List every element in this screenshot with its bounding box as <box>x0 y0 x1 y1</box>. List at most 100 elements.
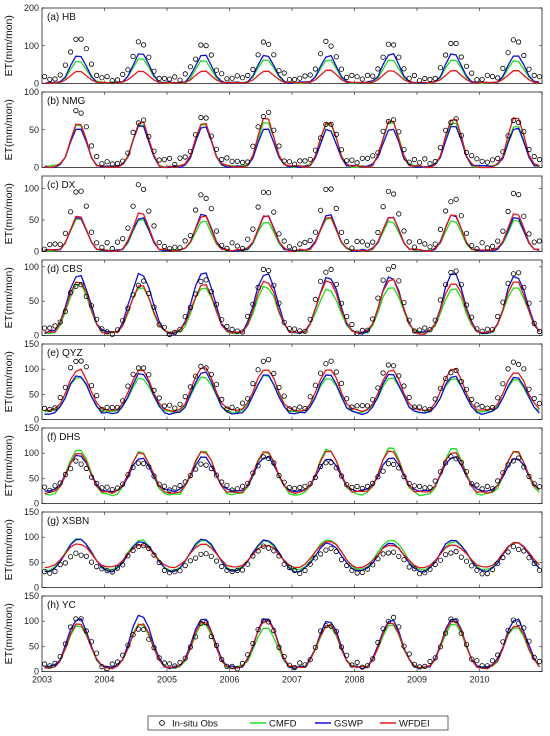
obs-point <box>265 109 272 115</box>
obs-point <box>349 662 355 668</box>
obs-point <box>114 404 121 410</box>
obs-point <box>68 554 74 560</box>
obs-point <box>125 642 131 648</box>
obs-point <box>458 213 464 219</box>
obs-point <box>469 396 475 403</box>
obs-point <box>94 480 100 487</box>
obs-point <box>146 54 152 60</box>
obs-point <box>68 364 74 371</box>
obs-point <box>495 313 501 320</box>
obs-point <box>187 64 193 70</box>
obs-point <box>375 66 381 72</box>
obs-point <box>297 570 303 577</box>
obs-point <box>73 616 79 622</box>
obs-point <box>250 553 256 559</box>
obs-point <box>515 39 522 45</box>
obs-point <box>281 238 287 244</box>
obs-point <box>442 127 449 133</box>
obs-point <box>271 52 277 58</box>
obs-point <box>442 52 449 58</box>
y-tick-label: 150 <box>24 339 39 349</box>
obs-point <box>432 478 438 484</box>
obs-point <box>396 129 402 135</box>
obs-point <box>344 562 350 569</box>
obs-point <box>229 487 235 493</box>
obs-point <box>276 68 282 74</box>
obs-point <box>120 481 126 487</box>
panel-4: 0 50 100 150 ET(mm/mon) (e) QYZ <box>3 339 543 425</box>
obs-point <box>104 665 110 672</box>
obs-point <box>422 406 428 412</box>
obs-point <box>333 54 339 60</box>
obs-point <box>380 204 386 210</box>
obs-point <box>312 644 318 651</box>
obs-point <box>536 74 543 80</box>
obs-point <box>354 160 360 166</box>
obs-point <box>52 405 58 411</box>
obs-point <box>78 552 84 558</box>
obs-point <box>474 402 480 408</box>
obs-point <box>182 71 188 77</box>
obs-point <box>349 72 355 79</box>
obs-point <box>437 145 443 151</box>
obs-point <box>286 244 292 250</box>
obs-point <box>463 641 470 648</box>
obs-point <box>505 280 511 286</box>
obs-point <box>94 392 100 399</box>
obs-point <box>489 243 496 249</box>
obs-point <box>193 56 199 62</box>
obs-point <box>479 403 485 409</box>
obs-point <box>484 72 490 78</box>
obs-point <box>526 146 532 153</box>
y-tick-label: 0 <box>34 667 39 677</box>
obs-point <box>291 326 298 332</box>
obs-point <box>463 386 470 392</box>
obs-point <box>99 663 105 670</box>
obs-point <box>495 238 501 244</box>
obs-point <box>114 565 121 571</box>
obs-point <box>286 77 292 83</box>
obs-point <box>156 559 162 566</box>
obs-point <box>442 460 449 466</box>
obs-point <box>182 314 188 320</box>
obs-point <box>307 481 313 487</box>
obs-point <box>500 470 506 476</box>
obs-point <box>234 407 240 413</box>
panel-7: 0 50 100 150 ET(mm/mon) (h) YC 2003 2004 2005 200… <box>3 591 543 685</box>
obs-point <box>219 156 225 163</box>
obs-point <box>167 331 173 338</box>
obs-point <box>161 483 167 489</box>
obs-point <box>479 486 485 492</box>
obs-point <box>432 561 438 568</box>
obs-point <box>510 544 517 550</box>
obs-point <box>255 52 261 58</box>
obs-point <box>114 160 121 167</box>
obs-point <box>260 266 266 272</box>
obs-point <box>57 394 63 401</box>
obs-point <box>401 147 407 153</box>
obs-point <box>291 76 298 83</box>
obs-point <box>172 663 178 669</box>
obs-point <box>167 155 173 161</box>
obs-point <box>120 71 126 78</box>
obs-point <box>193 373 199 379</box>
obs-point <box>104 484 110 490</box>
obs-point <box>187 233 193 239</box>
obs-point <box>198 42 204 48</box>
obs-point <box>344 396 350 402</box>
obs-point <box>161 324 167 330</box>
panel-label: (g) XSBN <box>47 516 89 527</box>
obs-point <box>364 483 371 489</box>
obs-point <box>104 74 110 80</box>
obs-point <box>198 114 204 121</box>
obs-point <box>364 327 371 333</box>
obs-point <box>245 480 251 486</box>
obs-point <box>68 624 74 630</box>
obs-point <box>338 147 345 153</box>
obs-point <box>260 189 266 195</box>
series-line-wfdei <box>44 540 540 569</box>
obs-point <box>500 228 506 234</box>
obs-point <box>297 660 303 666</box>
y-axis-label: ET(mm/mon) <box>3 519 15 580</box>
obs-point <box>338 66 345 72</box>
